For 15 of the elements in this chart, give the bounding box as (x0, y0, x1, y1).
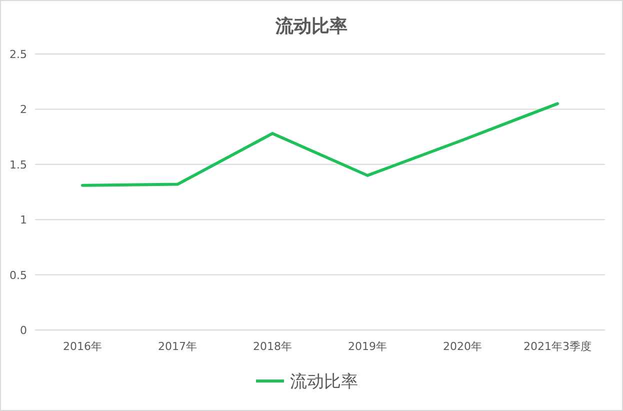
y-tick-label: 2.5 (10, 48, 27, 61)
y-tick-label: 0.5 (10, 268, 27, 282)
x-tick-label: 2017年 (158, 340, 197, 353)
x-tick-label: 2020年 (443, 340, 482, 353)
y-tick-label: 1.5 (10, 158, 27, 172)
y-tick-label: 2 (20, 103, 27, 116)
chart-title: 流动比率 (274, 16, 348, 37)
legend-label: 流动比率 (290, 372, 358, 392)
y-tick-label: 1 (20, 214, 27, 227)
line-series (81, 102, 559, 187)
x-tick-label: 2016年 (63, 340, 102, 353)
y-tick-label: 0 (20, 324, 27, 337)
x-tick-label: 2019年 (348, 340, 387, 353)
x-tick-label: 2021年3季度 (524, 340, 592, 353)
x-tick-label: 2018年 (253, 340, 292, 353)
